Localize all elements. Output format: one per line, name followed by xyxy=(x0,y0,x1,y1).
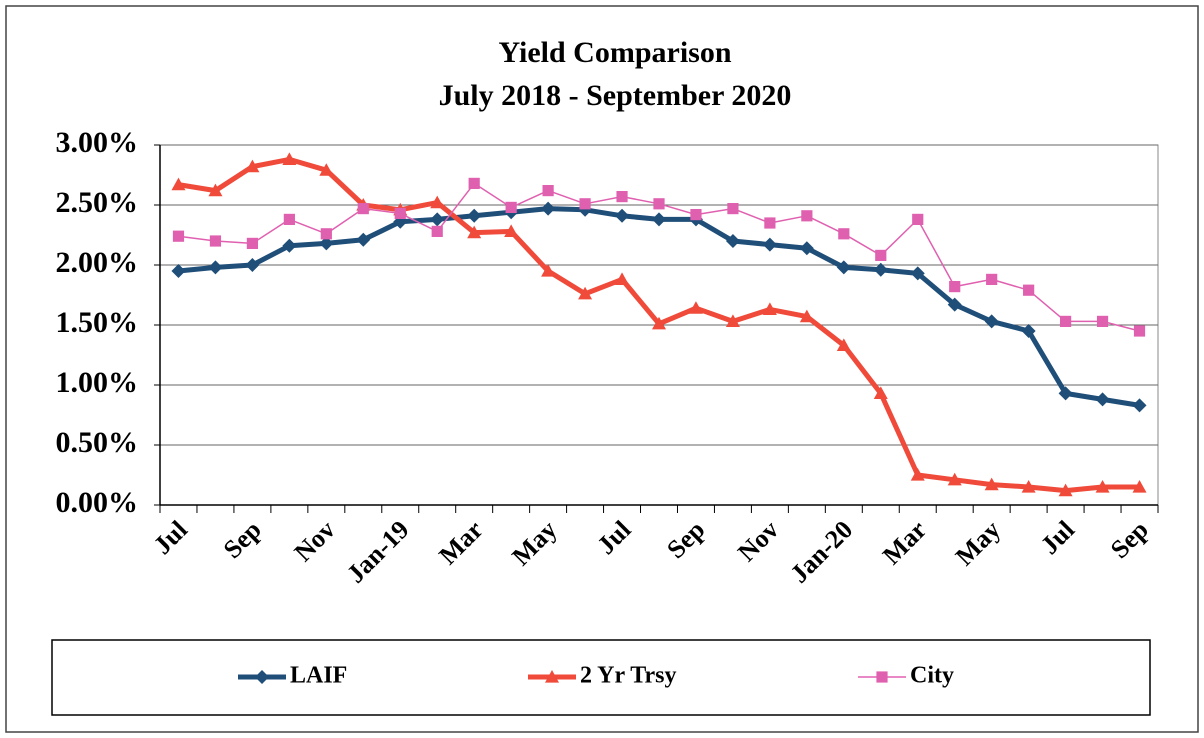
y-tick-label: 3.00% xyxy=(56,126,139,159)
marker xyxy=(949,281,961,293)
marker xyxy=(578,286,593,300)
y-tick-label: 0.50% xyxy=(56,426,139,459)
marker xyxy=(320,228,332,240)
marker xyxy=(209,235,222,247)
legend-box xyxy=(51,639,1151,716)
marker xyxy=(356,232,371,247)
marker xyxy=(690,209,702,221)
marker xyxy=(1023,284,1035,296)
marker xyxy=(799,309,814,323)
marker xyxy=(245,159,260,173)
marker xyxy=(245,258,260,272)
marker xyxy=(541,264,556,277)
chart-title: Yield Comparison xyxy=(498,36,731,69)
marker xyxy=(467,225,482,239)
marker xyxy=(1095,392,1110,407)
marker xyxy=(910,468,925,481)
marker xyxy=(984,314,999,329)
marker xyxy=(801,210,813,222)
legend-label: LAIF xyxy=(290,663,347,689)
y-tick-label: 2.50% xyxy=(56,186,139,219)
marker xyxy=(246,237,259,249)
y-tick-label: 1.50% xyxy=(56,306,139,339)
marker xyxy=(542,185,554,197)
marker xyxy=(283,213,295,225)
marker xyxy=(1095,480,1110,493)
marker xyxy=(910,266,925,281)
marker xyxy=(984,477,999,491)
marker xyxy=(727,203,739,215)
marker xyxy=(545,670,559,683)
marker xyxy=(725,234,740,248)
marker xyxy=(430,195,445,209)
marker xyxy=(1059,315,1072,327)
marker xyxy=(725,314,740,327)
y-tick-label: 0.00% xyxy=(56,486,139,519)
marker xyxy=(282,238,297,253)
marker xyxy=(1058,483,1073,497)
marker xyxy=(431,225,443,237)
marker xyxy=(986,273,998,285)
marker xyxy=(912,213,924,225)
marker xyxy=(319,236,334,251)
marker xyxy=(762,237,777,252)
marker xyxy=(467,208,482,223)
marker xyxy=(653,198,665,210)
y-tick-label: 2.00% xyxy=(56,246,139,279)
marker xyxy=(875,249,887,261)
marker xyxy=(947,297,962,312)
marker xyxy=(876,671,888,683)
marker xyxy=(579,198,591,210)
marker xyxy=(836,260,851,275)
marker xyxy=(764,217,776,229)
marker xyxy=(1021,480,1036,493)
marker xyxy=(615,272,630,285)
marker xyxy=(652,316,666,330)
marker xyxy=(172,230,185,242)
marker xyxy=(836,338,851,351)
marker xyxy=(208,260,223,275)
marker xyxy=(762,302,777,315)
marker xyxy=(394,207,406,219)
y-tick-label: 1.00% xyxy=(56,366,139,399)
marker xyxy=(1021,324,1036,338)
marker xyxy=(838,228,850,240)
marker xyxy=(615,208,630,223)
marker xyxy=(799,241,814,256)
marker xyxy=(1132,398,1147,413)
marker xyxy=(504,224,519,237)
marker xyxy=(1058,386,1073,401)
marker xyxy=(1132,480,1147,493)
marker xyxy=(1096,315,1109,327)
marker xyxy=(468,177,480,189)
legend-label: 2 Yr Trsy xyxy=(580,663,676,689)
marker xyxy=(319,163,334,176)
marker xyxy=(282,152,297,165)
marker xyxy=(171,264,186,278)
marker xyxy=(688,301,703,314)
marker xyxy=(1133,325,1146,337)
marker xyxy=(652,212,666,227)
marker xyxy=(616,191,628,203)
marker xyxy=(505,201,517,213)
marker xyxy=(357,203,369,215)
marker xyxy=(255,670,269,684)
marker xyxy=(873,262,888,277)
marker xyxy=(430,212,445,227)
marker xyxy=(541,201,556,216)
chart-subtitle: July 2018 - September 2020 xyxy=(439,79,792,112)
legend-label: City xyxy=(910,663,954,689)
marker xyxy=(947,472,962,486)
marker xyxy=(208,183,223,197)
marker xyxy=(873,386,888,399)
marker xyxy=(171,177,186,191)
